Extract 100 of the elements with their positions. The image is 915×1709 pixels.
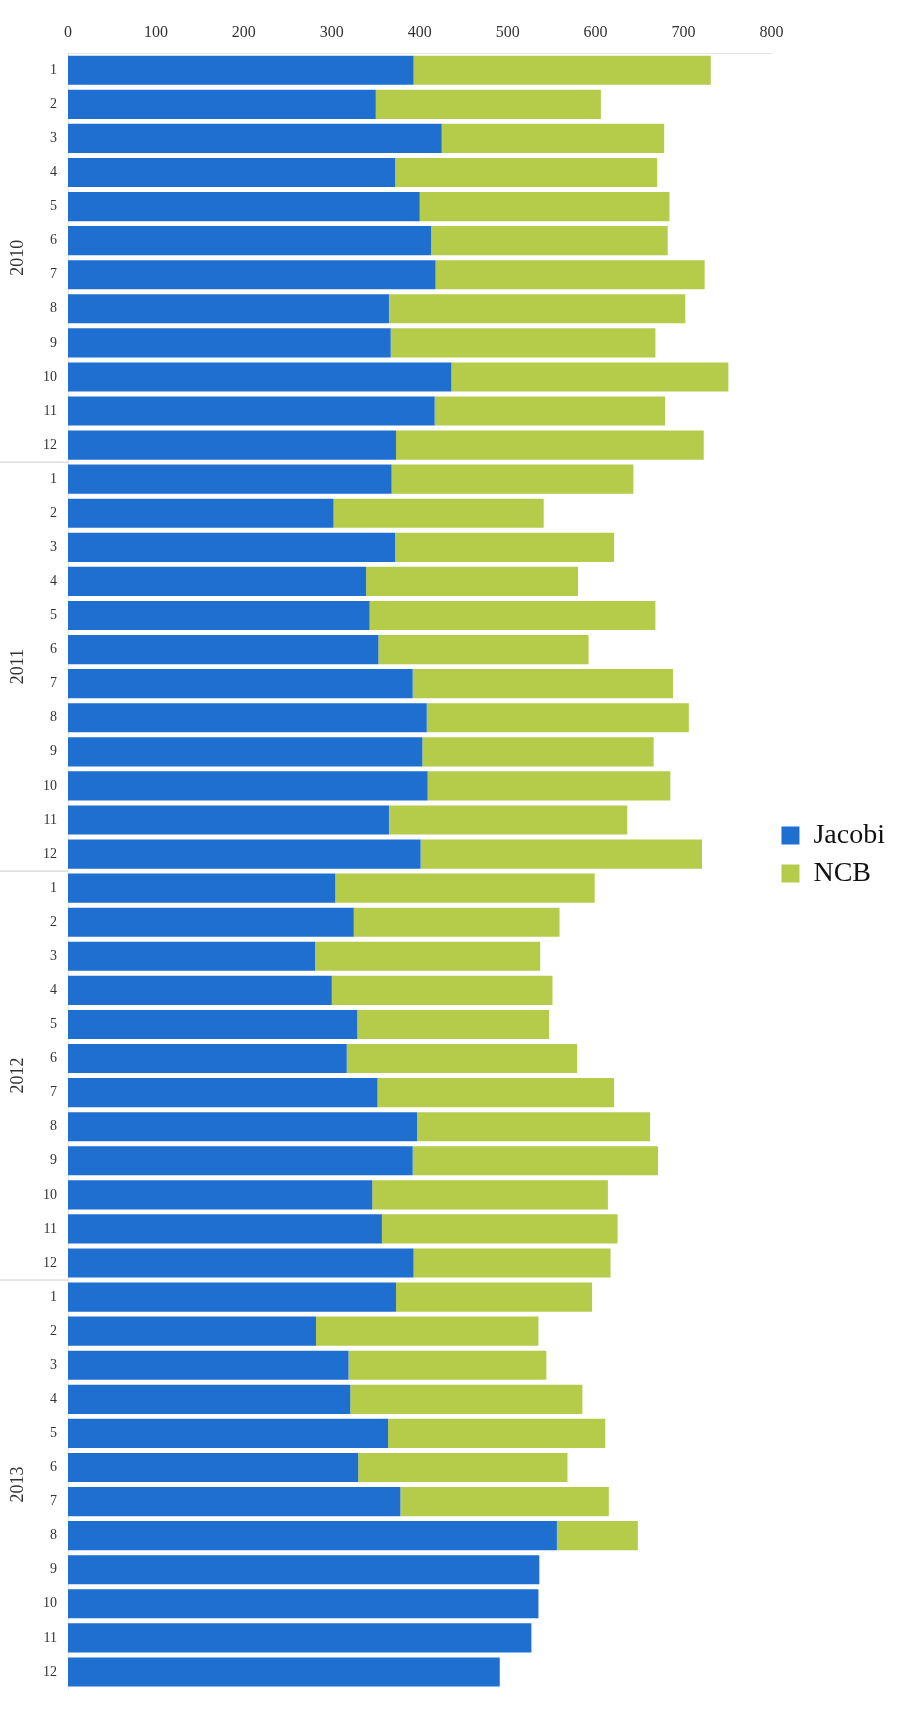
y-tick-label: 10 <box>43 368 57 384</box>
y-tick-label: 2 <box>50 504 57 520</box>
bar <box>68 1180 373 1210</box>
bar <box>412 1146 659 1176</box>
bar <box>357 1009 549 1040</box>
bar <box>388 805 628 835</box>
y-tick-label: 2 <box>50 913 57 929</box>
bar <box>68 1282 396 1312</box>
bar <box>375 89 601 119</box>
y-tick-label: 3 <box>50 1356 57 1372</box>
bar <box>358 1452 568 1483</box>
bar <box>68 1146 413 1176</box>
y-tick-label: 6 <box>50 1050 57 1066</box>
bar <box>388 1418 606 1448</box>
bar <box>412 669 673 699</box>
x-tick-label: 700 <box>671 22 696 40</box>
y-tick-label: 5 <box>50 198 57 214</box>
bar <box>391 464 634 494</box>
bar <box>377 1078 615 1108</box>
bar <box>68 907 354 937</box>
bar <box>68 1589 539 1619</box>
bar <box>366 566 579 596</box>
bar <box>68 1009 358 1040</box>
bar <box>68 464 392 494</box>
bar <box>68 975 332 1005</box>
bar <box>427 771 671 801</box>
bar <box>68 1521 557 1551</box>
bar <box>68 1623 532 1653</box>
y-tick-label: 7 <box>50 1493 57 1509</box>
y-tick-label: 8 <box>50 1118 57 1134</box>
bar <box>353 907 560 937</box>
bar <box>68 771 428 801</box>
y-tick-label: 12 <box>43 1254 57 1270</box>
y-tick-label: 9 <box>50 743 57 759</box>
y-tick-label: 9 <box>50 1561 57 1577</box>
bar <box>346 1043 578 1074</box>
y-tick-label: 6 <box>50 232 57 248</box>
y-tick-label: 11 <box>43 1220 57 1236</box>
bar <box>388 294 686 324</box>
y-tick-label: 3 <box>50 539 57 555</box>
bar <box>413 1248 611 1278</box>
bar <box>68 123 442 153</box>
x-tick-label: 600 <box>583 22 608 40</box>
bar <box>68 328 391 358</box>
bar <box>68 1043 347 1074</box>
bar <box>420 839 702 869</box>
bar <box>68 1078 378 1108</box>
bar <box>68 1316 316 1346</box>
x-tick-label: 0 <box>64 22 72 40</box>
y-tick-label: 4 <box>50 982 57 998</box>
x-tick-label: 800 <box>759 22 784 40</box>
x-tick-label: 100 <box>143 22 168 40</box>
bar <box>333 498 544 528</box>
bar <box>431 226 668 256</box>
bar <box>68 157 396 188</box>
text: 2012 <box>6 1057 27 1094</box>
y-tick-label: 6 <box>50 641 57 657</box>
bar <box>395 532 615 562</box>
y-tick-label: 1 <box>50 1288 57 1304</box>
bar <box>369 600 656 631</box>
y-tick-label: 12 <box>43 1663 57 1679</box>
bar <box>68 1418 389 1448</box>
bar <box>68 1555 540 1585</box>
bar <box>390 328 656 358</box>
y-tick-label: 9 <box>50 1152 57 1168</box>
bar <box>413 55 711 85</box>
bar <box>68 737 423 767</box>
y-tick-label: 12 <box>43 436 57 452</box>
y-tick-label: 5 <box>50 1425 57 1441</box>
bar <box>381 1214 618 1244</box>
bar <box>68 941 316 971</box>
bar <box>331 975 553 1005</box>
bar <box>68 532 396 562</box>
bar <box>68 1350 349 1380</box>
bar <box>68 191 420 222</box>
y-tick-label: 4 <box>50 573 57 589</box>
bar <box>395 157 658 188</box>
bar <box>68 703 427 733</box>
text: 2010 <box>6 239 27 276</box>
bar <box>68 396 435 426</box>
y-tick-label: 9 <box>50 334 57 350</box>
text: 2011 <box>6 648 27 685</box>
x-tick-label: 200 <box>231 22 256 40</box>
y-tick-label: 7 <box>50 1084 57 1100</box>
bar <box>68 55 414 85</box>
bar <box>378 635 589 665</box>
bar <box>422 737 654 767</box>
y-tick-label: 11 <box>43 1629 57 1645</box>
bar <box>68 873 336 903</box>
bar <box>441 123 665 153</box>
y-tick-label: 1 <box>50 470 57 486</box>
bar <box>68 260 436 290</box>
legend-label: Jacobi <box>813 817 886 849</box>
bar <box>68 1452 359 1483</box>
y-tick-label: 12 <box>43 845 57 861</box>
bar <box>68 1112 418 1142</box>
y-tick-label: 8 <box>50 300 57 316</box>
y-tick-label: 8 <box>50 1527 57 1543</box>
y-tick-label: 4 <box>50 164 57 180</box>
bar <box>435 260 705 290</box>
